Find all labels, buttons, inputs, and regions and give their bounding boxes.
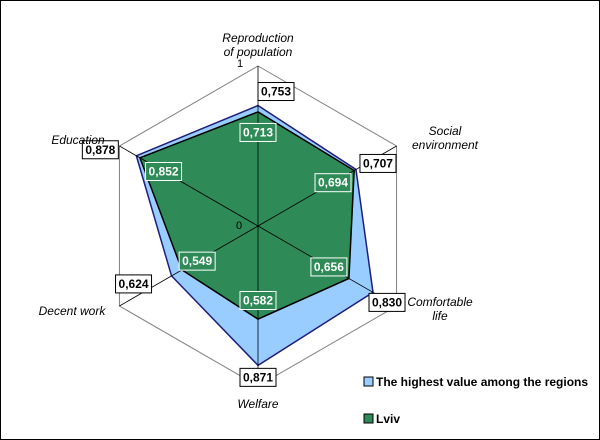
data-label-lviv-welfare-text: 0,582 [243,293,273,307]
axis-label-line: Education [51,133,105,147]
data-label-max-welfare: 0,871 [239,367,277,387]
legend-swatch-lviv [363,413,374,424]
data-label-lviv-welfare-box [239,290,277,310]
axis-label-line: Welfare [237,397,278,411]
legend-item-max: The highest value among the regions [363,375,588,389]
data-label-max-decent-work-text: 0,624 [119,277,149,291]
data-label-max-social-environment: 0,707 [359,153,397,173]
data-label-lviv-education-text: 0,852 [149,164,179,178]
data-label-lviv-decent-work-text: 0,549 [182,254,212,268]
data-label-max-reproduction-of-population-box [257,82,295,102]
data-label-max-education: 0,878 [81,140,119,160]
axis-label-line: Comfortable [407,295,473,309]
axis-label-reproduction-of-population: Reproduction of population [222,31,294,59]
data-label-lviv-comfortable-life: 0,656 [310,257,348,277]
data-label-max-comfortable-life: 0,830 [368,292,406,312]
radar-series [135,104,374,367]
legend-item-lviv: Lviv [363,412,400,426]
axis-label-line: life [432,309,448,323]
axis-label-welfare: Welfare [237,397,278,411]
tick-label-zero: 0 [236,220,242,232]
data-label-max-comfortable-life-text: 0,830 [372,295,402,309]
data-label-lviv-reproduction-of-population: 0,713 [239,122,277,142]
data-label-max-decent-work-box [115,274,153,294]
data-label-lviv-comfortable-life-box [310,257,348,277]
data-label-max-decent-work: 0,624 [115,274,153,294]
axis-label-line: Reproduction [222,31,294,45]
data-label-max-reproduction-of-population: 0,753 [257,82,295,102]
data-label-lviv-reproduction-of-population-box [239,122,277,142]
data-label-max-comfortable-life-box [368,292,406,312]
legend-swatch-max [363,376,374,387]
axis-label-line: Social [429,124,462,138]
legend: The highest value among the regions Lviv [363,375,588,426]
tick-label-max: 1 [237,58,243,70]
data-label-max-social-environment-box [359,153,397,173]
data-label-max-education-box [81,140,119,160]
data-label-lviv-social-environment-box [314,173,352,193]
data-label-lviv-decent-work: 0,549 [178,251,216,271]
axis-label-comfortable-life: Comfortable life [407,295,473,323]
data-label-max-education-text: 0,878 [85,143,115,157]
data-label-max-reproduction-of-population-text: 0,753 [261,85,291,99]
data-label-lviv-social-environment: 0,694 [314,173,352,193]
radar-value-labels: 0,753 0,713 0,707 0,694 0,830 0,656 0,871 0,582… [81,82,406,387]
data-label-max-social-environment-text: 0,707 [363,156,393,170]
axis-label-line: environment [412,138,479,152]
axis-label-decent-work: Decent work [39,304,107,318]
spoke-education [119,145,259,227]
data-label-max-welfare-box [239,367,277,387]
data-label-max-welfare-text: 0,871 [243,370,273,384]
radar-axis-labels: Reproduction of population Social environme… [39,31,479,411]
axis-label-education: Education [51,133,105,147]
data-label-lviv-comfortable-life-text: 0,656 [314,260,344,274]
axis-label-social-environment: Social environment [412,124,479,152]
legend-label-max: The highest value among the regions [376,375,588,389]
data-label-lviv-social-environment-text: 0,694 [318,176,348,190]
axis-label-line: Decent work [39,304,107,318]
legend-label-lviv: Lviv [376,412,400,426]
data-label-lviv-decent-work-box [178,251,216,271]
data-label-lviv-reproduction-of-population-text: 0,713 [243,125,273,139]
axis-label-line: of population [224,45,293,59]
data-label-lviv-education-box [145,161,183,181]
data-label-lviv-education: 0,852 [145,161,183,181]
data-label-lviv-welfare: 0,582 [239,290,277,310]
